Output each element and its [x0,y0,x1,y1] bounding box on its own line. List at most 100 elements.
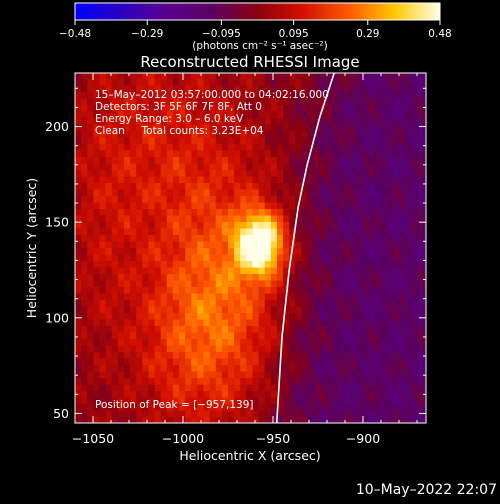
heatmap-cell [362,195,370,203]
heatmap-cell [172,403,180,411]
heatmap-cell [105,305,113,314]
heatmap-cell [356,351,364,359]
heatmap-cell [276,169,284,177]
heatmap-cell [301,214,309,223]
heatmap-cell [105,416,113,423]
heatmap-cell [234,162,241,170]
heatmap-cell [75,91,82,99]
heatmap-cell [325,214,333,223]
heatmap-cell [252,104,260,112]
heatmap-cell [130,136,137,144]
heatmap-cell [283,253,290,262]
heatmap-cell [270,208,278,216]
heatmap-cell [136,130,143,138]
heatmap-cell [319,364,327,372]
heatmap-cell [399,351,407,359]
heatmap-cell [93,136,101,144]
heatmap-cell [117,84,125,92]
heatmap-cell [87,110,94,118]
heatmap-cell [142,409,150,418]
heatmap-cell [368,175,376,183]
heatmap-cell [381,136,388,144]
heatmap-cell [246,357,254,366]
heatmap-cell [276,214,284,223]
heatmap-cell [374,318,382,327]
heatmap-cell [228,156,235,164]
heatmap-cell [228,299,235,307]
heatmap-cell [344,214,351,223]
heatmap-cell [387,175,394,183]
heatmap-cell [381,175,388,183]
heatmap-cell [246,104,254,112]
heatmap-cell [228,351,235,359]
heatmap-cell [160,383,168,392]
heatmap-cell [166,201,174,210]
heatmap-cell [154,201,162,210]
heatmap-cell [185,84,192,92]
heatmap-cell [325,123,333,131]
heatmap-cell [417,403,425,411]
heatmap-cell [338,240,345,249]
heatmap-cell [234,97,241,105]
heatmap-cell [264,416,272,423]
heatmap-cell [179,227,186,236]
heatmap-cell [344,299,351,307]
heatmap-cell [130,162,137,170]
heatmap-cell [313,162,321,170]
heatmap-cell [215,364,223,372]
heatmap-cell [240,299,247,307]
heatmap-cell [136,409,143,418]
heatmap-cell [136,279,143,288]
heatmap-cell [368,149,376,157]
heatmap-cell [344,162,351,170]
heatmap-cell [93,110,101,118]
heatmap-cell [325,143,333,151]
heatmap-cell [179,73,186,79]
heatmap-cell [215,175,223,183]
heatmap-cell [154,305,162,314]
heatmap-cell [264,182,272,190]
heatmap-cell [417,78,425,86]
heatmap-cell [338,344,345,353]
heatmap-cell [81,357,88,366]
heatmap-cell [81,240,88,249]
heatmap-cell [240,104,247,112]
heatmap-cell [111,130,119,138]
heatmap-cell [221,266,229,275]
heatmap-cell [148,169,156,177]
heatmap-cell [148,221,156,229]
heatmap-cell [81,260,88,268]
heatmap-cell [368,110,376,118]
heatmap-cell [203,162,211,170]
heatmap-cell [197,279,205,288]
heatmap-cell [185,104,192,112]
heatmap-cell [411,143,419,151]
heatmap-cell [289,234,296,242]
heatmap-cell [393,208,400,216]
heatmap-cell [228,97,235,105]
heatmap-cell [289,221,296,229]
heatmap-cell [368,338,376,346]
heatmap-cell [289,208,296,216]
heatmap-cell [240,351,247,359]
heatmap-cell [234,214,241,223]
heatmap-cell [142,357,150,366]
heatmap-cell [234,130,241,138]
heatmap-cell [160,117,168,125]
heatmap-cell [301,130,309,138]
heatmap-cell [154,273,162,281]
heatmap-cell [399,279,407,288]
heatmap-cell [325,221,333,229]
heatmap-cell [417,305,425,314]
heatmap-cell [356,73,364,79]
heatmap-cell [221,370,229,379]
heatmap-cell [81,325,88,333]
heatmap-cell [197,325,205,333]
heatmap-cell [172,416,180,423]
heatmap-cell [417,143,425,151]
heatmap-cell [123,214,131,223]
heatmap-cell [387,292,394,301]
heatmap-cell [332,338,339,346]
heatmap-cell [240,403,247,411]
heatmap-cell [179,162,186,170]
